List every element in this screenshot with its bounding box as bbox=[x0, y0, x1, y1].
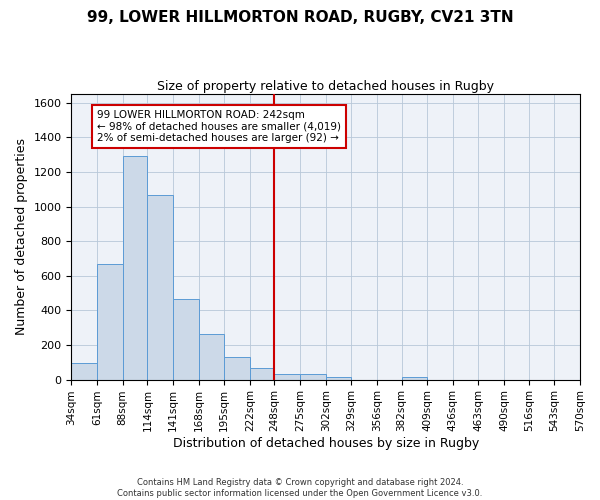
Y-axis label: Number of detached properties: Number of detached properties bbox=[15, 138, 28, 336]
Text: 99 LOWER HILLMORTON ROAD: 242sqm
← 98% of detached houses are smaller (4,019)
2%: 99 LOWER HILLMORTON ROAD: 242sqm ← 98% o… bbox=[97, 110, 341, 143]
Text: 99, LOWER HILLMORTON ROAD, RUGBY, CV21 3TN: 99, LOWER HILLMORTON ROAD, RUGBY, CV21 3… bbox=[86, 10, 514, 25]
Bar bbox=[97, 264, 122, 380]
Bar bbox=[122, 156, 148, 380]
Title: Size of property relative to detached houses in Rugby: Size of property relative to detached ho… bbox=[157, 80, 494, 93]
Bar bbox=[300, 374, 326, 380]
Bar bbox=[199, 334, 224, 380]
X-axis label: Distribution of detached houses by size in Rugby: Distribution of detached houses by size … bbox=[173, 437, 479, 450]
Bar bbox=[326, 377, 352, 380]
Bar bbox=[250, 368, 274, 380]
Text: Contains HM Land Registry data © Crown copyright and database right 2024.
Contai: Contains HM Land Registry data © Crown c… bbox=[118, 478, 482, 498]
Bar bbox=[148, 196, 173, 380]
Bar bbox=[401, 378, 427, 380]
Bar bbox=[224, 358, 250, 380]
Bar bbox=[274, 374, 300, 380]
Bar bbox=[71, 363, 97, 380]
Bar bbox=[173, 298, 199, 380]
